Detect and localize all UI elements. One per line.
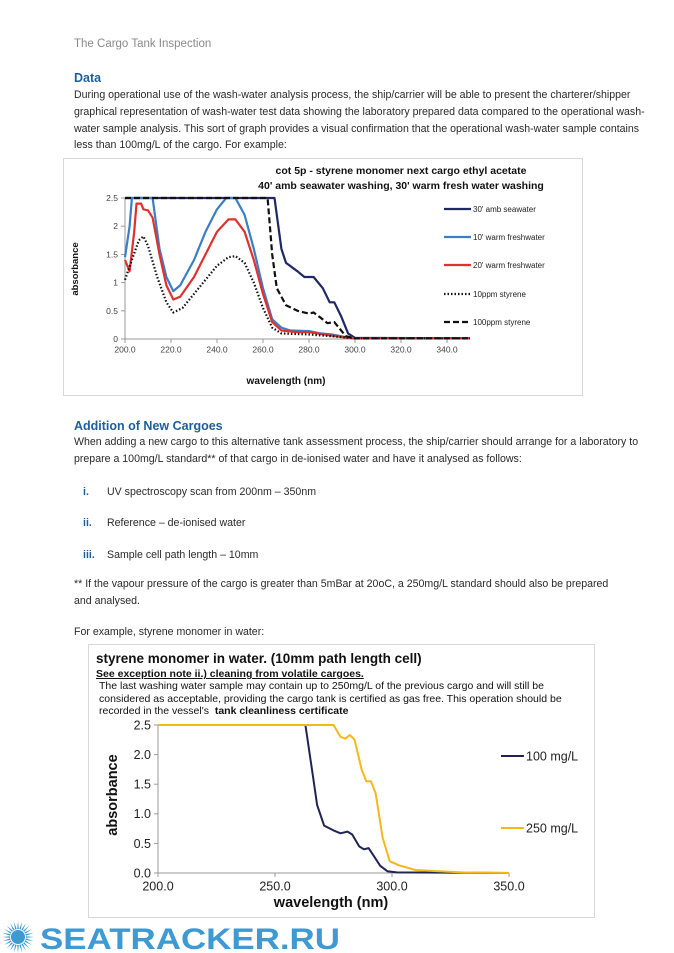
- step-item-3: iii. Sample cell path length – 10mm: [74, 548, 649, 562]
- y-tick-label: 0.5: [106, 306, 118, 316]
- x-axis-label: wavelength (nm): [273, 895, 389, 911]
- step-number: iii.: [83, 548, 95, 561]
- data-paragraph: During operational use of the wash-water…: [74, 89, 645, 152]
- chart-title-line: cot 5p - styrene monomer next cargo ethy…: [276, 165, 527, 177]
- x-axis-label: wavelength (nm): [246, 376, 326, 387]
- chart-2-svg: 0.0 0.5 1.0 1.5 2.0 2.5 200.0 250.0 300.0 350.0 10…: [105, 719, 578, 912]
- y-tick-label: 1: [113, 278, 118, 288]
- note-bold: tank cleanliness certificate: [214, 705, 349, 718]
- y-tick-label: 2.0: [134, 748, 151, 762]
- step-item-2: ii. Reference – de-ionised water: [74, 516, 649, 530]
- footnote: ** If the vapour pressure of the cargo i…: [74, 577, 609, 607]
- legend-label: 100ppm styrene: [473, 318, 531, 327]
- series-line-0: [125, 197, 471, 340]
- note-text: The last washing water sample may contai…: [99, 680, 562, 718]
- chart-2-title: styrene monomer in water. (10mm path len…: [96, 651, 422, 667]
- x-tick-label: 240.0: [206, 345, 228, 355]
- y-tick-label: 0: [113, 334, 118, 344]
- series-line-4: [125, 197, 470, 340]
- step-text: UV spectroscopy scan from 200nm – 350nm: [107, 485, 317, 498]
- step-text: Reference – de-ionised water: [107, 516, 246, 529]
- legend-label: 30' amb seawater: [473, 205, 536, 214]
- y-tick-label: 1.5: [134, 778, 151, 792]
- chart-styrene-in-water: styrene monomer in water. (10mm path len…: [88, 644, 595, 919]
- legend-label: 20' warm freshwater: [473, 261, 545, 270]
- x-tick-label: 250.0: [259, 880, 290, 894]
- step-number: ii.: [83, 516, 92, 529]
- series-line-0: [158, 724, 510, 875]
- example-intro: For example, styrene monomer in water:: [74, 626, 265, 639]
- legend-label: 10' warm freshwater: [473, 233, 545, 242]
- y-axis-label: absorbance: [70, 243, 81, 296]
- chart-2-note: The last washing water sample may contai…: [99, 680, 589, 718]
- chart-2-subtitle: See exception note ii.) cleaning from vo…: [96, 668, 364, 681]
- chart-1-svg: 0 0.5 1 1.5 2 2.5 200.0 220.0 240.0 260.0 280.0 300…: [70, 165, 545, 387]
- running-header: The Cargo Tank Inspection: [74, 38, 212, 50]
- legend-label: 10ppm styrene: [473, 290, 526, 299]
- chart-wash-water-absorbance: 0 0.5 1 1.5 2 2.5 200.0 220.0 240.0 260.0 280.0 300…: [63, 158, 583, 397]
- x-tick-label: 340.0: [436, 345, 458, 355]
- x-tick-label: 300.0: [376, 880, 407, 894]
- y-tick-label: 2.5: [134, 719, 151, 733]
- step-item-1: i. UV spectroscopy scan from 200nm – 350n…: [74, 485, 649, 499]
- x-tick-label: 280.0: [298, 345, 320, 355]
- sunburst-logo-icon: [2, 921, 34, 953]
- x-tick-label: 220.0: [160, 345, 182, 355]
- x-tick-label: 350.0: [493, 880, 524, 894]
- page-content: The Cargo Tank Inspection Data During op…: [63, 37, 649, 919]
- step-number: i.: [83, 485, 89, 498]
- legend-label: 100 mg/L: [526, 750, 578, 764]
- new-cargoes-heading: Addition of New Cargoes: [74, 419, 223, 434]
- series-line-2: [123, 202, 470, 340]
- y-tick-label: 1.0: [134, 807, 151, 821]
- y-tick-label: 2: [113, 221, 118, 231]
- x-tick-label: 200.0: [114, 345, 136, 355]
- seatracker-watermark: SEATRACKER.RU: [2, 921, 340, 953]
- y-tick-label: 0.0: [134, 867, 151, 881]
- x-tick-label: 320.0: [390, 345, 412, 355]
- data-heading: Data: [74, 71, 102, 85]
- x-tick-label: 200.0: [142, 880, 173, 894]
- series-line-1: [123, 197, 470, 340]
- legend-label: 250 mg/L: [526, 822, 578, 836]
- y-axis-label: absorbance: [105, 754, 121, 835]
- y-tick-label: 2.5: [106, 193, 118, 203]
- series-line-1: [158, 724, 510, 875]
- step-text: Sample cell path length – 10mm: [107, 548, 259, 561]
- x-tick-label: 300.0: [344, 345, 366, 355]
- y-tick-label: 1.5: [106, 250, 118, 260]
- x-tick-label: 260.0: [252, 345, 274, 355]
- chart-title-line: 40' amb seawater washing, 30' warm fresh…: [258, 180, 544, 192]
- y-tick-label: 0.5: [134, 837, 151, 851]
- new-cargoes-paragraph: When adding a new cargo to this alternat…: [74, 436, 639, 465]
- watermark-text: SEATRACKER.RU: [40, 923, 340, 953]
